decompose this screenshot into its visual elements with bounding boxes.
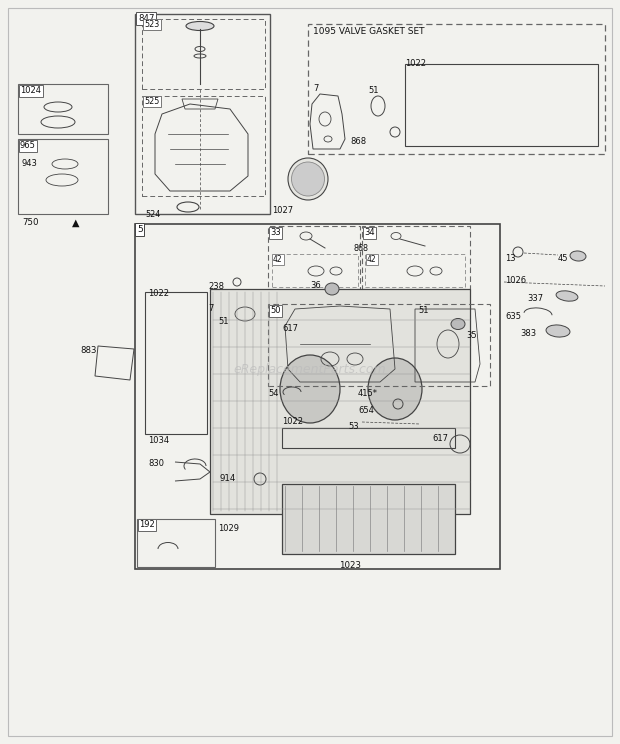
Text: 617: 617 <box>432 434 448 443</box>
Text: 965: 965 <box>20 141 36 150</box>
Ellipse shape <box>291 162 324 196</box>
Text: 842: 842 <box>145 99 160 108</box>
Ellipse shape <box>280 355 340 423</box>
Text: 524: 524 <box>145 210 160 219</box>
Text: 238: 238 <box>208 282 224 291</box>
Text: 617: 617 <box>282 324 298 333</box>
Text: 523: 523 <box>144 20 159 29</box>
Text: 654: 654 <box>358 406 374 415</box>
Text: 1022: 1022 <box>148 289 169 298</box>
Ellipse shape <box>546 325 570 337</box>
Ellipse shape <box>570 251 586 261</box>
Text: 1022: 1022 <box>282 417 303 426</box>
Text: 45: 45 <box>558 254 569 263</box>
Text: 33: 33 <box>270 228 281 237</box>
Text: 868: 868 <box>354 244 369 253</box>
Text: 13: 13 <box>505 254 516 263</box>
Text: ▲: ▲ <box>72 218 79 228</box>
FancyBboxPatch shape <box>282 484 455 554</box>
Text: 51: 51 <box>418 306 428 315</box>
Text: 1029: 1029 <box>218 524 239 533</box>
Text: 53: 53 <box>348 422 358 431</box>
Text: 50: 50 <box>270 306 280 315</box>
Text: 868: 868 <box>350 137 366 146</box>
Text: 5: 5 <box>137 225 143 234</box>
Text: 1095 VALVE GASKET SET: 1095 VALVE GASKET SET <box>313 27 425 36</box>
Text: 830: 830 <box>148 459 164 468</box>
Text: 54: 54 <box>268 389 278 398</box>
Text: 192: 192 <box>139 520 155 529</box>
Text: 415*: 415* <box>358 389 378 398</box>
Text: 36: 36 <box>310 281 321 290</box>
Ellipse shape <box>368 358 422 420</box>
FancyBboxPatch shape <box>210 289 470 514</box>
Text: 7: 7 <box>313 84 319 93</box>
Text: 1027: 1027 <box>272 206 293 215</box>
Text: 943: 943 <box>22 159 38 168</box>
Text: 51: 51 <box>368 86 378 95</box>
Ellipse shape <box>325 283 339 295</box>
Text: eReplacementParts.com: eReplacementParts.com <box>234 362 386 376</box>
Text: 51: 51 <box>218 317 229 326</box>
Text: 1026: 1026 <box>505 276 526 285</box>
Text: 7: 7 <box>208 304 213 313</box>
Text: 383: 383 <box>520 329 536 338</box>
Text: 525: 525 <box>144 97 159 106</box>
Text: 883: 883 <box>80 346 97 355</box>
Text: 1022: 1022 <box>405 59 426 68</box>
Text: 750: 750 <box>22 218 38 227</box>
Text: 1024: 1024 <box>20 86 41 95</box>
Text: 1034: 1034 <box>148 436 169 445</box>
Ellipse shape <box>186 22 214 31</box>
Ellipse shape <box>288 158 328 200</box>
Ellipse shape <box>451 318 465 330</box>
Text: 34: 34 <box>364 228 374 237</box>
Text: 847: 847 <box>138 14 154 23</box>
Text: 1023: 1023 <box>339 561 361 570</box>
Text: 42: 42 <box>367 255 376 264</box>
Text: 42: 42 <box>273 255 283 264</box>
Text: 635: 635 <box>505 312 521 321</box>
Text: 35: 35 <box>466 331 477 340</box>
Ellipse shape <box>556 291 578 301</box>
Text: 914: 914 <box>220 474 236 483</box>
Text: 337: 337 <box>527 294 543 303</box>
